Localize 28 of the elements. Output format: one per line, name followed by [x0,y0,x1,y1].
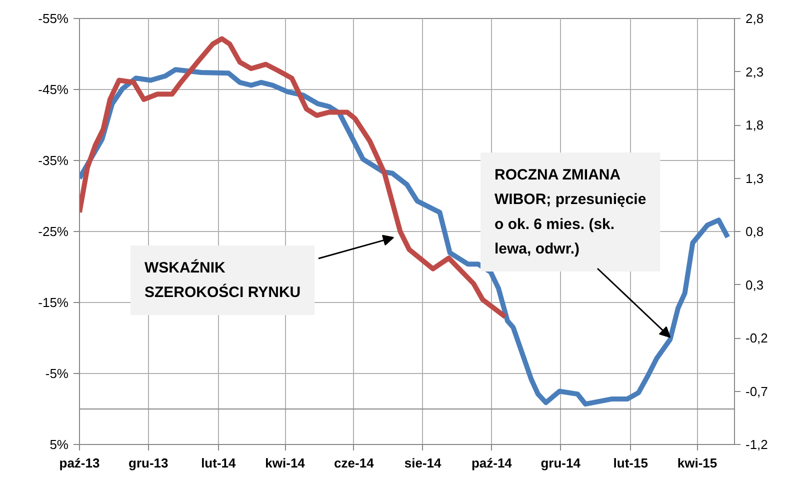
y2-tick-label: 2,3 [746,64,764,80]
y-tick-label: -5% [45,366,69,381]
y-tick-label: -35% [38,153,69,168]
y2-tick-label: 0,8 [746,224,764,239]
y2-tick-label: -1,2 [746,437,768,452]
x-tick-label: lut-14 [201,456,237,470]
x-tick-label: paź-14 [471,456,513,470]
annotation: ROCZNA ZMIANA WIBOR; przesunięcie o ok. 6 mies. (sk. lewa, odwr.) [494,166,646,258]
x-tick-label: sie-14 [404,456,442,470]
x-tick-label: gru-14 [540,456,582,470]
x-tick-label: cze-14 [334,456,375,470]
y2-tick-label: 0,3 [746,277,764,292]
y-tick-label: -45% [38,82,69,97]
y2-tick-label: -0,2 [746,330,768,346]
y2-tick-label: 1,8 [746,118,764,132]
y-tick-label: 5% [50,437,69,452]
y-tick-label: -55% [38,11,69,26]
y-tick-label: -15% [38,295,69,310]
x-tick-label: kwi-14 [265,456,306,470]
y2-tick-label: -0,7 [746,384,768,399]
y2-tick-label: 2,8 [746,11,764,26]
x-tick-label: lut-15 [613,456,648,470]
x-tick-label: kwi-15 [677,456,718,470]
x-tick-label: gru-13 [128,456,168,470]
y2-tick-label: 1,3 [746,170,764,186]
annotation: WSKAŹNIK SZEROKOŚCI RYNKU [144,258,301,302]
y-tick-label: -25% [38,224,69,239]
x-tick-label: paź-13 [59,456,100,470]
